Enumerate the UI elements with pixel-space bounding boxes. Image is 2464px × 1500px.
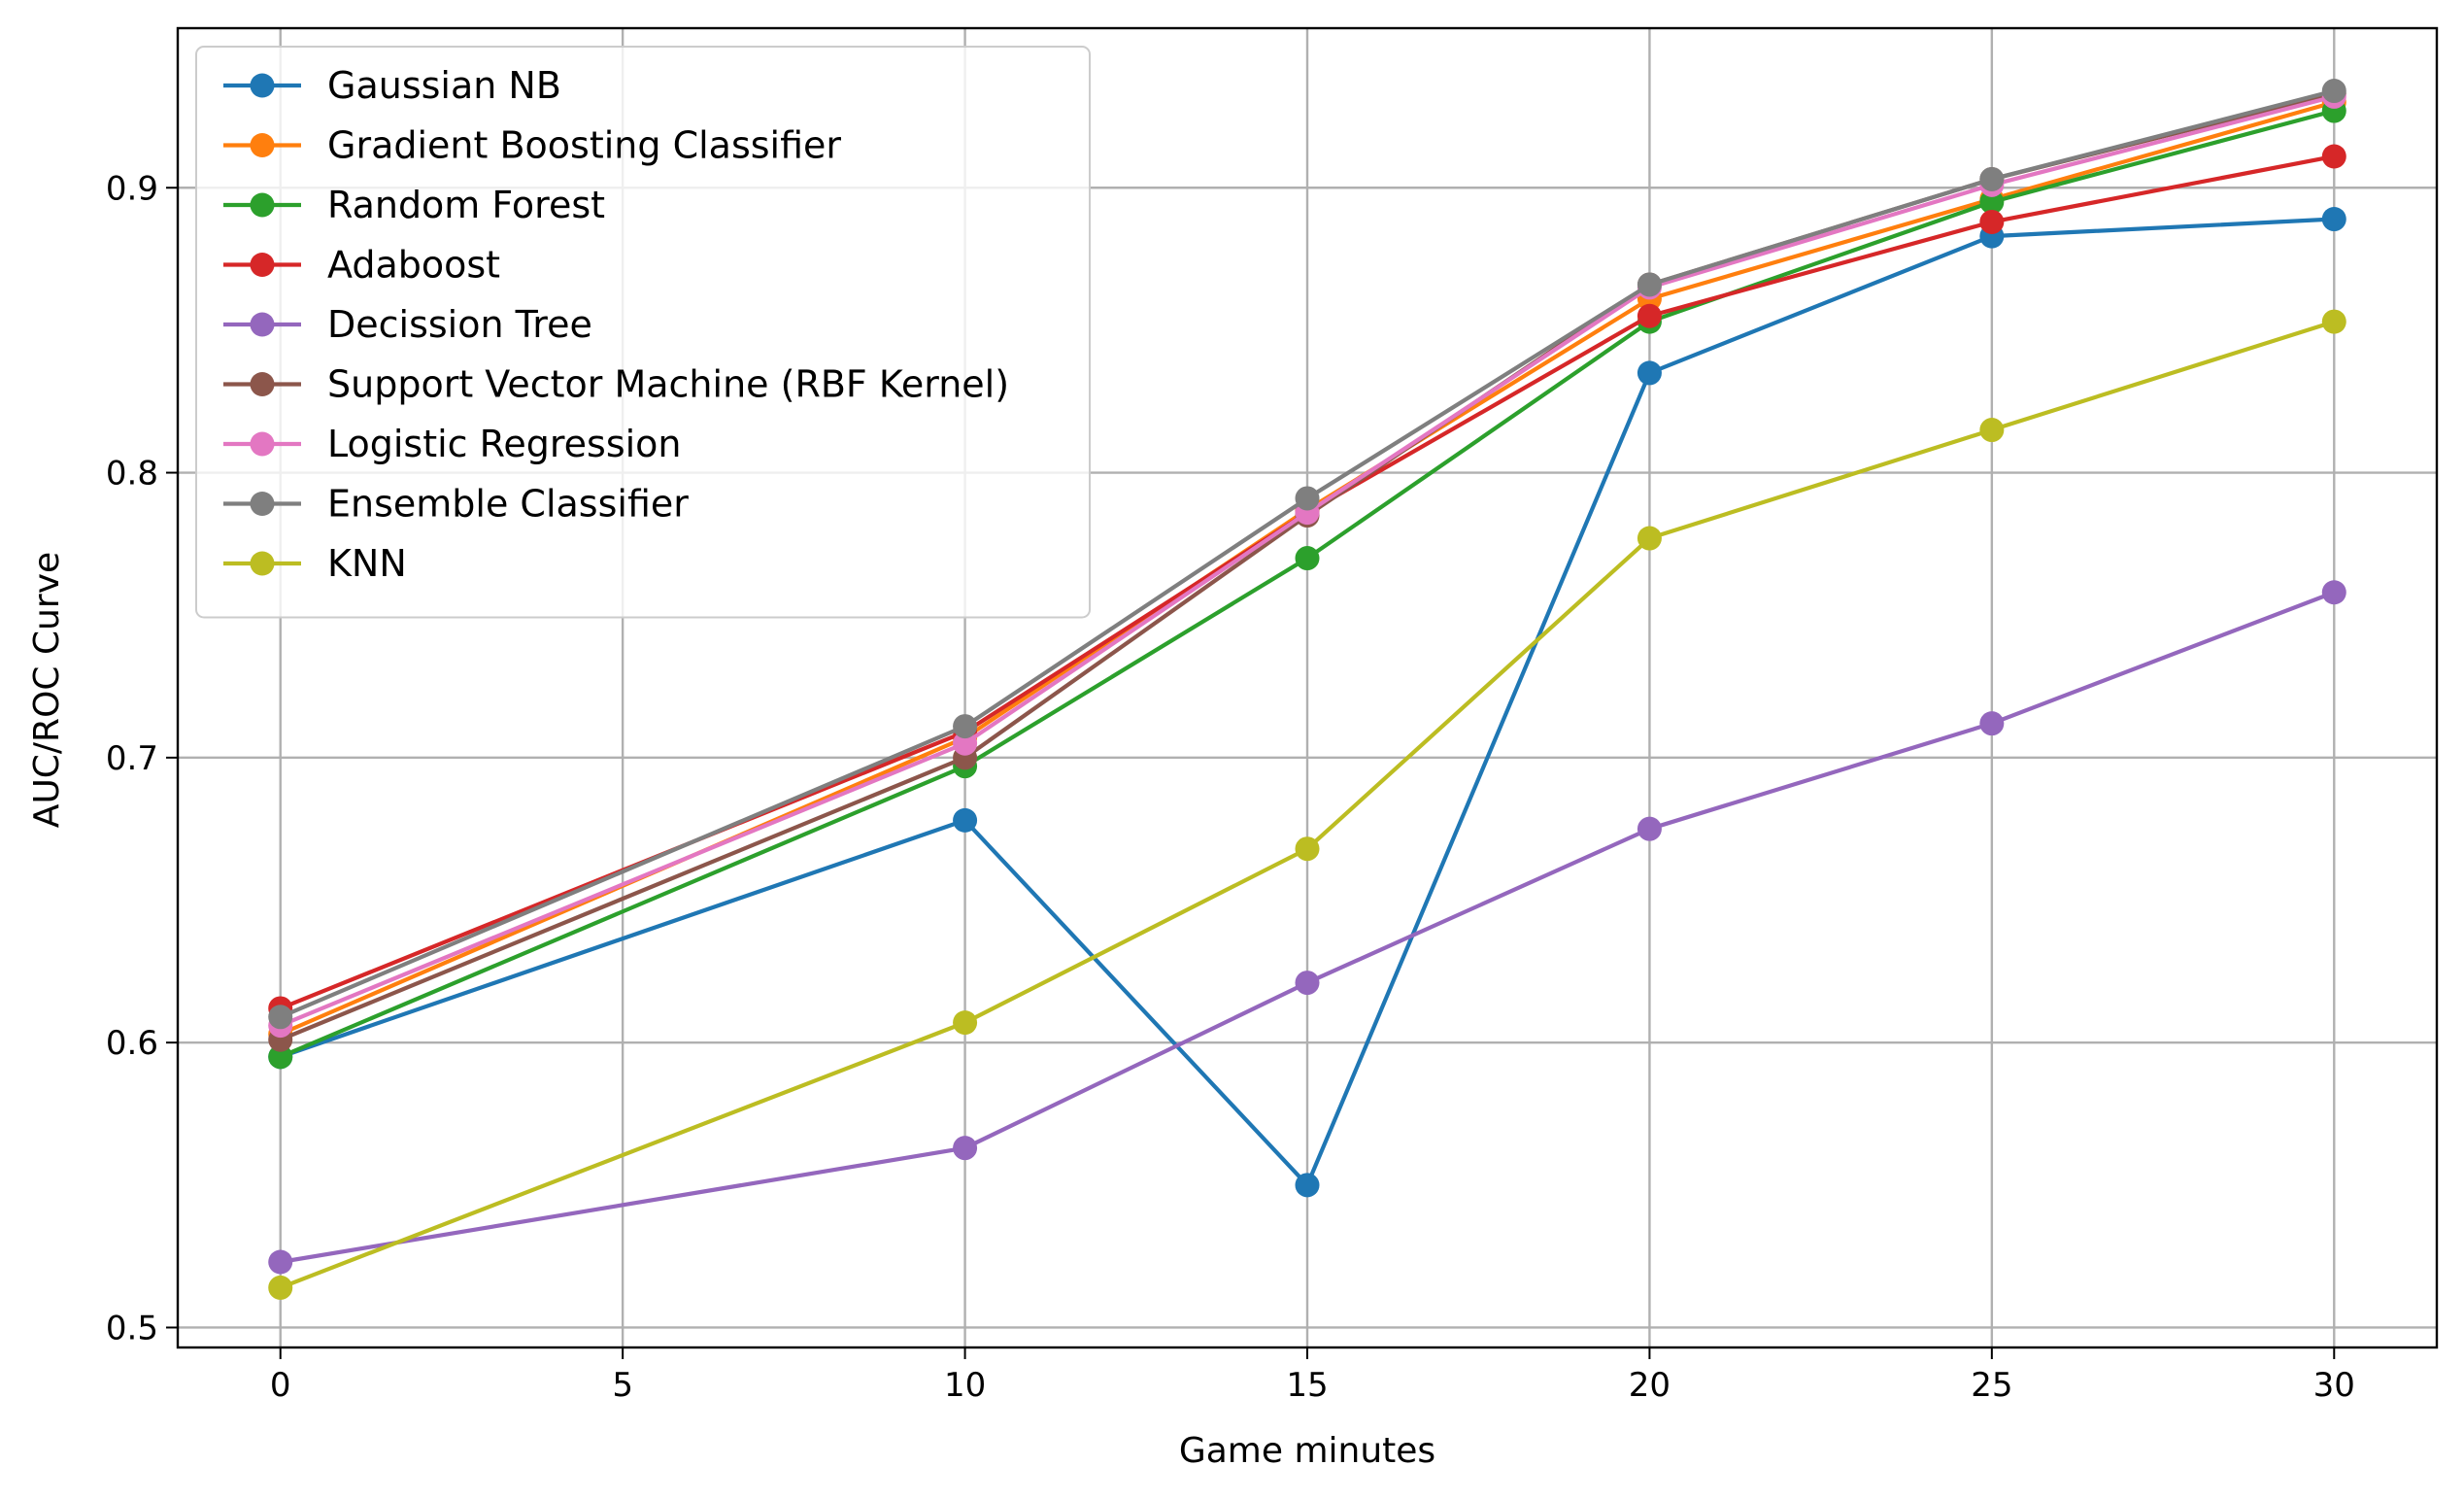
legend-label: Gaussian NB [327,64,561,107]
legend-item: Ensemble Classifier [223,483,689,526]
legend-label: KNN [327,542,407,585]
data-point [1979,418,2005,443]
data-point [953,714,978,739]
data-point [2321,309,2346,334]
legend-marker [250,492,275,516]
y-axis-label: AUC/ROC Curve [27,552,67,828]
legend-item: Gradient Boosting Classifier [223,124,841,167]
data-point [1979,166,2005,191]
data-point [268,1249,293,1275]
legend-marker [250,253,275,277]
y-tick-label: 0.5 [106,1309,158,1347]
legend-marker [250,551,275,576]
series-line [280,590,2336,1265]
x-tick-label: 30 [2313,1366,2355,1405]
data-point [2321,79,2346,104]
data-point [1637,526,1662,551]
data-point [1637,816,1662,841]
legend-marker [250,133,275,157]
data-point [1295,1173,1320,1198]
legend-item: KNN [223,542,407,585]
series-7 [268,79,2346,1030]
series-line [279,100,2335,1037]
series-line [279,320,2335,1290]
x-tick-label: 0 [270,1366,291,1405]
series-line [279,153,2335,1010]
legend-label: Support Vector Machine (RBF Kernel) [327,363,1009,406]
data-point [1979,189,2005,215]
series-group [268,79,2346,1300]
legend-marker [250,372,275,396]
data-point [1637,272,1662,297]
legend-item: Gaussian NB [223,64,561,107]
x-axis-label: Game minutes [1179,1431,1435,1471]
data-point [1979,209,2005,234]
legend-item: Decission Tree [223,303,592,346]
data-point [1295,486,1320,511]
x-tick-label: 5 [612,1366,633,1405]
data-point [2321,207,2346,232]
y-tick-label: 0.6 [106,1024,158,1063]
series-line [279,109,2335,1059]
data-point [1979,711,2005,736]
legend-label: Logistic Regression [327,423,682,465]
series-line [279,94,2335,1028]
legend-item: Support Vector Machine (RBF Kernel) [223,363,1009,406]
legend-item: Logistic Regression [223,423,682,465]
series-line [280,217,2335,1187]
series-8 [268,309,2346,1300]
legend-marker [250,73,275,98]
data-point [953,731,978,756]
data-point [2321,580,2346,605]
legend-label: Gradient Boosting Classifier [327,124,841,167]
legend: Gaussian NB Gradient Boosting Classifier R… [195,46,1091,619]
y-tick-label: 0.8 [106,455,158,494]
data-point [953,1136,978,1161]
legend-marker [250,431,275,457]
legend-frame [195,46,1091,619]
data-point [1637,303,1662,328]
data-point [953,807,978,833]
x-tick-label: 20 [1629,1366,1671,1405]
data-point [1295,836,1320,862]
y-tick-label: 0.7 [106,739,158,778]
data-point [1295,546,1320,571]
x-tick-label: 10 [944,1366,986,1405]
legend-label: Decission Tree [327,303,592,346]
y-axis: 0.5 0.6 0.7 0.8 0.9 [106,169,178,1347]
series-4 [268,580,2346,1275]
data-point [1637,360,1662,386]
legend-marker [250,192,275,218]
legend-item: Random Forest [223,184,605,226]
legend-label: Random Forest [327,184,605,226]
data-point [268,1044,293,1070]
data-point [1295,971,1320,996]
legend-label: Adaboost [327,244,500,287]
data-point [268,1275,293,1300]
legend-label: Ensemble Classifier [327,483,689,526]
x-axis: 0 5 10 15 20 25 30 [270,1347,2355,1405]
data-point [2321,144,2346,169]
legend-item: Adaboost [223,244,500,287]
data-point [268,1005,293,1030]
data-point [953,1010,978,1036]
legend-marker [250,312,275,337]
x-tick-label: 25 [1971,1366,2012,1405]
series-line [279,88,2335,1019]
x-tick-label: 15 [1286,1366,1328,1405]
y-tick-label: 0.9 [106,169,158,208]
